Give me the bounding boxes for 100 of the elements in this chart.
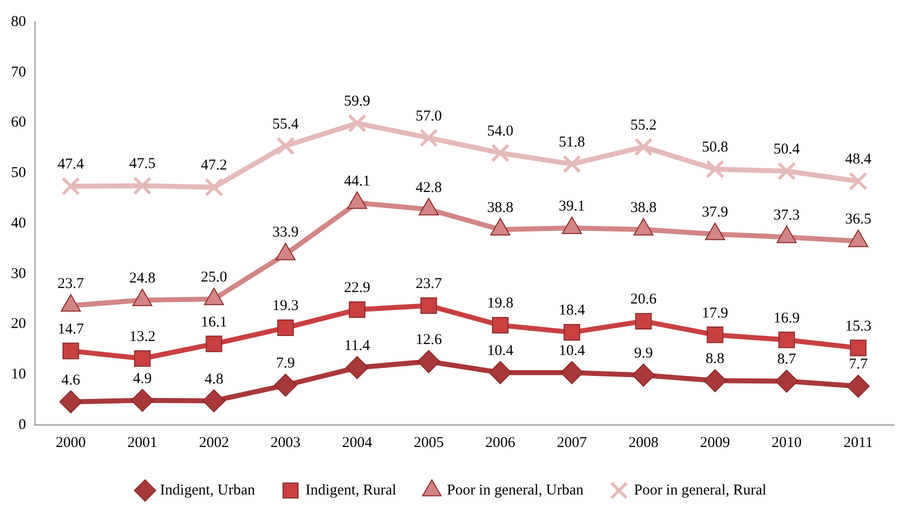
data-label: 33.9 bbox=[272, 224, 299, 241]
data-label: 19.3 bbox=[272, 298, 299, 314]
point bbox=[346, 356, 369, 380]
data-label: 38.8 bbox=[487, 200, 514, 216]
x-tick-label: 2010 bbox=[772, 434, 802, 451]
point bbox=[62, 176, 80, 196]
data-label: 44.1 bbox=[344, 173, 370, 190]
point bbox=[130, 388, 154, 412]
point bbox=[277, 320, 294, 336]
point bbox=[560, 361, 584, 384]
point bbox=[777, 162, 796, 180]
data-label: 25.0 bbox=[200, 270, 228, 286]
legend-label: Indigent, Urban bbox=[160, 482, 256, 498]
data-label: 20.6 bbox=[630, 292, 658, 308]
data-label: 10.4 bbox=[487, 343, 514, 360]
data-label: 22.9 bbox=[344, 280, 370, 296]
point bbox=[634, 138, 653, 156]
data-label: 38.8 bbox=[630, 200, 657, 216]
point bbox=[348, 114, 366, 133]
data-label: 9.9 bbox=[634, 346, 653, 362]
data-label: 4.8 bbox=[204, 371, 224, 388]
data-label: 8.7 bbox=[777, 352, 796, 368]
data-label: 7.7 bbox=[848, 356, 868, 373]
data-label: 14.7 bbox=[58, 321, 84, 338]
data-label: 18.4 bbox=[558, 302, 586, 319]
data-label: 4.9 bbox=[133, 370, 152, 387]
data-label: 15.3 bbox=[845, 318, 872, 334]
point bbox=[562, 154, 582, 174]
data-label: 51.8 bbox=[558, 134, 585, 150]
x-tick-label: 2003 bbox=[270, 434, 301, 451]
point bbox=[59, 390, 82, 414]
point bbox=[204, 178, 224, 197]
point bbox=[134, 350, 151, 367]
data-label: 42.8 bbox=[416, 180, 442, 196]
data-label: 48.4 bbox=[845, 152, 872, 168]
data-label: 47.5 bbox=[129, 156, 156, 172]
point bbox=[635, 312, 652, 330]
data-label: 10.4 bbox=[558, 343, 586, 360]
x-tick-label: 2006 bbox=[485, 434, 516, 451]
data-label: 13.2 bbox=[129, 328, 156, 345]
point bbox=[133, 176, 152, 195]
legend-label: Poor in general, Rural bbox=[634, 482, 766, 498]
data-label: 55.4 bbox=[272, 116, 300, 132]
point bbox=[850, 340, 866, 356]
point bbox=[420, 297, 437, 314]
data-label: 12.6 bbox=[416, 332, 442, 348]
point bbox=[62, 342, 80, 360]
data-label: 50.4 bbox=[774, 142, 800, 158]
data-label: 16.9 bbox=[774, 310, 800, 326]
x-tick-label: 2007 bbox=[556, 434, 588, 451]
point bbox=[704, 369, 727, 392]
y-tick-label: 0 bbox=[18, 416, 26, 433]
data-label: 37.9 bbox=[702, 204, 728, 221]
point bbox=[564, 324, 580, 341]
data-label: 8.8 bbox=[706, 351, 724, 368]
data-label: 39.1 bbox=[558, 198, 585, 214]
data-label: 7.9 bbox=[276, 356, 295, 372]
data-label: 17.9 bbox=[702, 305, 728, 322]
x-tick-label: 2002 bbox=[198, 434, 229, 451]
point bbox=[206, 336, 222, 352]
y-tick-label: 40 bbox=[11, 215, 26, 232]
x-tick-label: 2004 bbox=[342, 434, 373, 451]
x-tick-label: 2008 bbox=[628, 434, 658, 451]
data-label: 24.8 bbox=[129, 270, 156, 287]
y-tick-label: 10 bbox=[11, 366, 26, 383]
point bbox=[419, 128, 438, 148]
point bbox=[492, 316, 509, 334]
data-label: 47.2 bbox=[200, 158, 228, 174]
x-tick-label: 2011 bbox=[843, 434, 873, 451]
point bbox=[274, 374, 298, 397]
point bbox=[348, 301, 366, 318]
y-tick-label: 70 bbox=[11, 64, 26, 80]
data-label: 36.5 bbox=[845, 212, 872, 228]
point bbox=[276, 136, 295, 156]
point bbox=[202, 389, 226, 412]
point bbox=[848, 172, 868, 190]
point bbox=[706, 326, 724, 344]
y-tick-label: 20 bbox=[11, 316, 26, 332]
data-label: 50.8 bbox=[702, 140, 728, 156]
data-label: 23.7 bbox=[416, 276, 442, 292]
point bbox=[632, 364, 655, 387]
data-label: 11.4 bbox=[344, 338, 370, 354]
point bbox=[488, 361, 512, 384]
y-tick-label: 30 bbox=[11, 266, 26, 282]
point bbox=[778, 332, 795, 348]
legend-label: Indigent, Rural bbox=[306, 482, 396, 498]
point bbox=[846, 374, 870, 398]
x-tick-label: 2001 bbox=[127, 434, 158, 451]
data-label: 47.4 bbox=[58, 156, 84, 173]
point bbox=[775, 370, 798, 393]
data-label: 55.2 bbox=[630, 117, 657, 134]
x-tick-label: 2000 bbox=[56, 434, 86, 451]
x-tick-label: 2009 bbox=[700, 434, 730, 451]
y-tick-label: 80 bbox=[11, 14, 26, 30]
data-label: 19.8 bbox=[487, 296, 514, 312]
data-label: 57.0 bbox=[416, 108, 442, 124]
point bbox=[417, 350, 440, 374]
y-tick-label: 60 bbox=[11, 114, 26, 131]
data-label: 16.1 bbox=[200, 314, 228, 330]
data-label: 4.6 bbox=[61, 372, 81, 388]
